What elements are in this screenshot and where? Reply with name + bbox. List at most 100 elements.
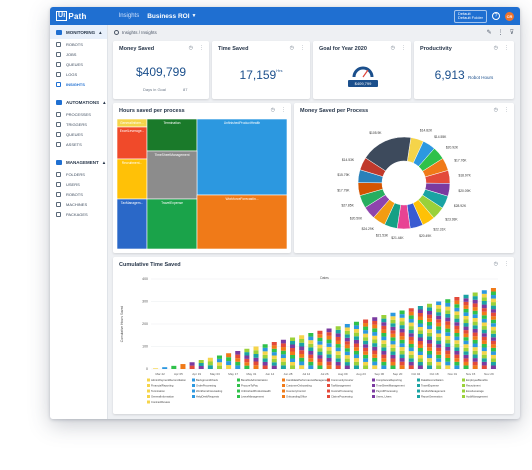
legend-item[interactable]: PayrollProcessing bbox=[376, 389, 398, 393]
stacked-bar[interactable] bbox=[280, 339, 286, 369]
clock-icon[interactable]: ◷ bbox=[493, 261, 498, 267]
stacked-bar[interactable] bbox=[180, 364, 186, 369]
stacked-bar[interactable] bbox=[198, 360, 204, 369]
help-icon[interactable]: ? bbox=[492, 12, 500, 20]
legend-item[interactable]: TravelExpense bbox=[421, 384, 439, 388]
stacked-bar[interactable] bbox=[162, 367, 168, 369]
legend-item[interactable]: EmployeeBenefits bbox=[466, 378, 488, 382]
stacked-bar[interactable] bbox=[490, 288, 496, 369]
stacked-bar[interactable] bbox=[390, 312, 396, 369]
stacked-bar[interactable] bbox=[326, 328, 332, 370]
treemap-cell[interactable] bbox=[146, 119, 198, 152]
sidebar-item-logs[interactable]: LOGS bbox=[50, 69, 107, 79]
treemap-cell[interactable] bbox=[117, 198, 148, 249]
more-icon[interactable]: ⋮ bbox=[401, 45, 406, 51]
clock-icon[interactable]: ◷ bbox=[188, 45, 193, 51]
clock-icon[interactable]: ◷ bbox=[270, 107, 275, 113]
legend-item[interactable]: ContractReview bbox=[151, 400, 170, 404]
sidebar-section-automations[interactable]: AUTOMATIONS ▲ bbox=[50, 95, 107, 109]
sidebar-item-jobs[interactable]: JOBS bbox=[50, 49, 107, 59]
legend-item[interactable]: CommunityCourier bbox=[331, 378, 354, 382]
treemap-cell[interactable] bbox=[146, 150, 198, 200]
more-icon[interactable]: ⋮ bbox=[199, 45, 204, 51]
stacked-bar[interactable] bbox=[317, 330, 323, 369]
stacked-bar[interactable] bbox=[226, 353, 232, 369]
sidebar-section-management[interactable]: MANAGEMENT ▲ bbox=[50, 155, 107, 169]
more-icon[interactable]: ⋮ bbox=[497, 29, 504, 36]
sidebar-item-packages[interactable]: PACKAGES bbox=[50, 209, 107, 219]
legend-item[interactable]: LeaveManagement bbox=[241, 395, 264, 399]
home-icon[interactable] bbox=[114, 29, 119, 35]
stacked-bar[interactable] bbox=[299, 335, 305, 369]
sidebar-item-robots-2[interactable]: ROBOTS bbox=[50, 189, 107, 199]
legend-item[interactable]: BackgroundCheck bbox=[196, 378, 219, 382]
stacked-bar[interactable] bbox=[153, 368, 159, 369]
stacked-bar[interactable] bbox=[308, 333, 314, 369]
stacked-bar[interactable] bbox=[235, 351, 241, 369]
legend-item[interactable]: Termination bbox=[151, 389, 165, 393]
legend-item[interactable]: Users_Users bbox=[376, 395, 392, 399]
legend-item[interactable]: AdminPaymentReconciliation bbox=[151, 378, 186, 382]
stacked-bar[interactable] bbox=[463, 294, 469, 369]
legend-item[interactable]: ReportGeneration bbox=[421, 395, 443, 399]
stacked-bar[interactable] bbox=[436, 301, 442, 370]
sidebar-item-users[interactable]: USERS bbox=[50, 179, 107, 189]
more-icon[interactable]: ⋮ bbox=[504, 107, 509, 113]
legend-item[interactable]: InvoiceProcessing bbox=[331, 389, 353, 393]
stacked-bar[interactable] bbox=[427, 303, 433, 369]
stacked-bar[interactable] bbox=[344, 324, 350, 369]
legend-item[interactable]: OnboardingOffice bbox=[286, 395, 308, 399]
stacked-bar[interactable] bbox=[472, 292, 478, 370]
stacked-bar[interactable] bbox=[363, 319, 369, 370]
tenant-selector[interactable]: Default Default Folder bbox=[453, 9, 487, 23]
treemap-cell[interactable] bbox=[196, 194, 287, 249]
stacked-bar[interactable] bbox=[271, 342, 277, 369]
sidebar-item-queues-2[interactable]: QUEUES bbox=[50, 129, 107, 139]
more-icon[interactable]: ⋮ bbox=[300, 45, 305, 51]
stacked-bar[interactable] bbox=[171, 365, 177, 369]
legend-item[interactable]: AuditManagement bbox=[466, 395, 488, 399]
section-link[interactable]: Insights bbox=[118, 13, 140, 19]
legend-item[interactable]: GeneralInformation bbox=[151, 395, 175, 399]
legend-item[interactable]: TimeSheetManagement bbox=[376, 384, 405, 388]
stacked-bar[interactable] bbox=[454, 297, 460, 369]
legend-item[interactable]: OrderProcessing bbox=[196, 384, 217, 388]
clock-icon[interactable]: ◷ bbox=[493, 45, 498, 51]
chevron-down-icon[interactable]: ▼ bbox=[191, 13, 197, 19]
more-icon[interactable]: ⋮ bbox=[281, 107, 286, 113]
stacked-bar[interactable] bbox=[207, 357, 213, 369]
sidebar-item-assets[interactable]: ASSETS bbox=[50, 139, 107, 149]
treemap-cell[interactable] bbox=[196, 119, 287, 196]
legend-item[interactable]: BenefitsAdministration bbox=[241, 378, 268, 382]
stacked-bar[interactable] bbox=[445, 299, 451, 369]
legend-item[interactable]: ComplianceReporting bbox=[376, 378, 402, 382]
legend-item[interactable]: InventoryControl bbox=[286, 389, 306, 393]
clock-icon[interactable]: ◷ bbox=[390, 45, 395, 51]
legend-item[interactable]: CustomerOnboarding bbox=[286, 384, 312, 388]
edit-icon[interactable]: ✎ bbox=[486, 29, 492, 36]
stacked-bar[interactable] bbox=[290, 337, 296, 370]
stacked-bar[interactable] bbox=[253, 346, 259, 370]
stacked-bar[interactable] bbox=[381, 315, 387, 369]
treemap-cell[interactable] bbox=[146, 198, 198, 249]
legend-item[interactable]: UnfinishedProductHealth bbox=[241, 389, 271, 393]
legend-item[interactable]: ExcelLeverage bbox=[466, 389, 484, 393]
stacked-bar[interactable] bbox=[408, 308, 414, 369]
legend-item[interactable]: FinancialReporting bbox=[151, 384, 174, 388]
sidebar-item-queues[interactable]: QUEUES bbox=[50, 59, 107, 69]
sidebar-item-folders[interactable]: FOLDERS bbox=[50, 169, 107, 179]
stacked-bar[interactable] bbox=[372, 317, 378, 369]
sidebar-item-robots[interactable]: ROBOTS bbox=[50, 39, 107, 49]
treemap-cell[interactable] bbox=[117, 158, 148, 200]
sidebar-item-processes[interactable]: PROCESSES bbox=[50, 109, 107, 119]
legend-item[interactable]: Recruitment bbox=[466, 384, 481, 388]
filter-icon[interactable]: ⊽ bbox=[509, 29, 514, 36]
donut-slice[interactable] bbox=[365, 136, 412, 172]
more-icon[interactable]: ⋮ bbox=[504, 45, 509, 51]
legend-item[interactable]: VendorManagement bbox=[421, 389, 445, 393]
legend-item[interactable]: ProcureToPay bbox=[241, 384, 259, 388]
stacked-bar[interactable] bbox=[481, 290, 487, 369]
stacked-bar[interactable] bbox=[399, 310, 405, 370]
legend-item[interactable]: HelpDeskRequests bbox=[196, 395, 220, 399]
sidebar-section-monitoring[interactable]: MONITORING ▲ bbox=[50, 25, 107, 39]
